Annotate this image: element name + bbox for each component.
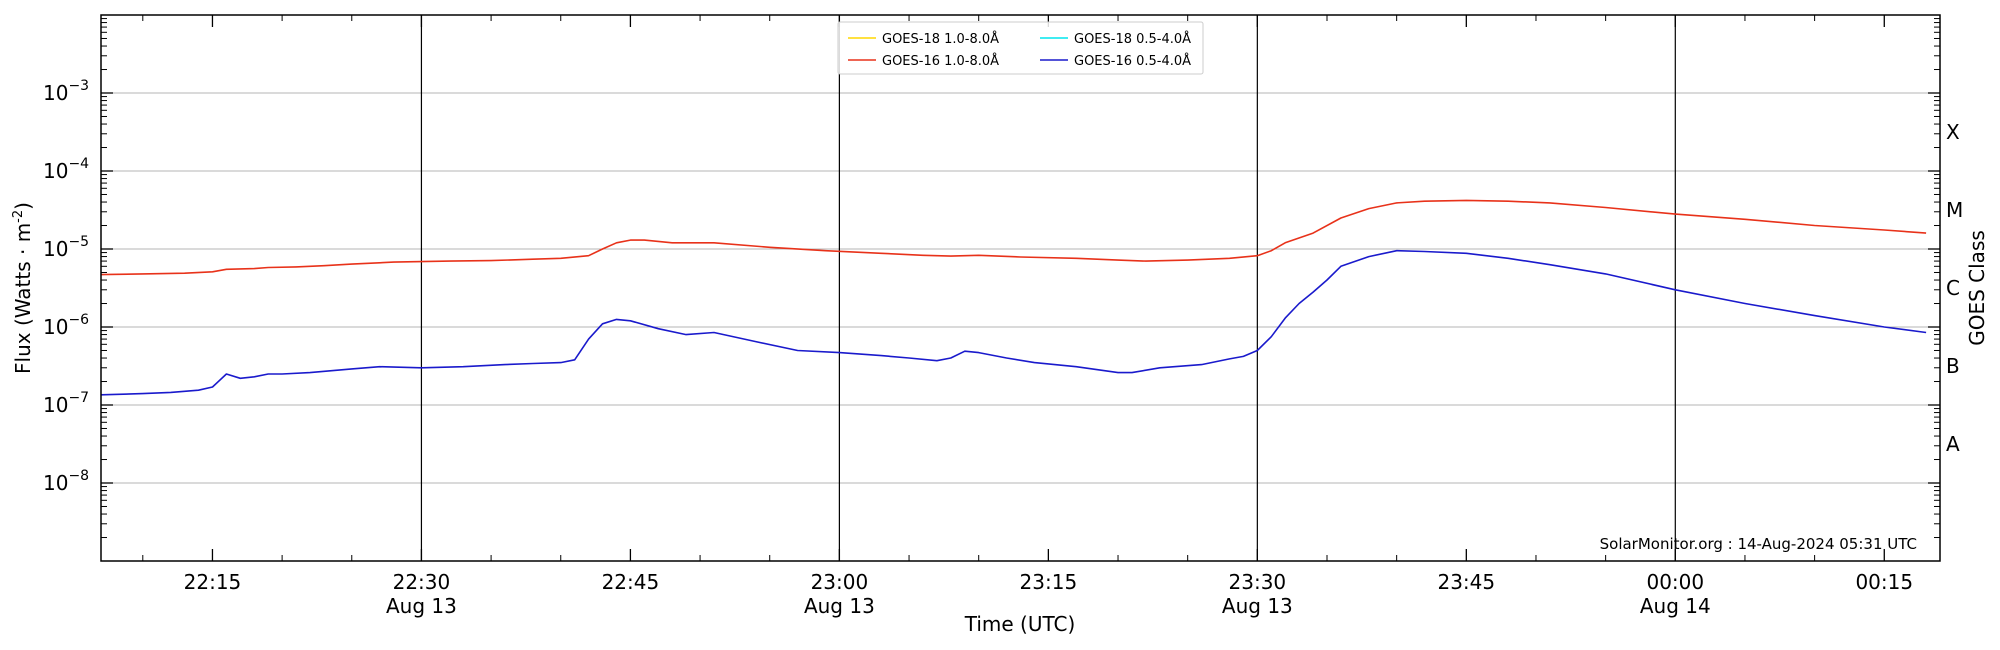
x-tick-date: Aug 13: [386, 594, 457, 618]
legend: GOES-18 1.0-8.0Å GOES-16 1.0-8.0Å GOES-18 …: [837, 21, 1204, 75]
legend-entry-3: GOES-16 0.5-4.0Å: [1074, 53, 1191, 69]
goes-class-label: GOES Class: [1965, 230, 1989, 346]
x-tick-date: Aug 14: [1640, 594, 1711, 618]
grid-lines: [101, 92, 1940, 484]
goes-class-a: A: [1946, 432, 1960, 456]
goes-class-x: X: [1946, 120, 1960, 144]
goes-class-b: B: [1946, 354, 1960, 378]
legend-entry-2: GOES-18 0.5-4.0Å: [1074, 31, 1191, 47]
goes-class-m: M: [1946, 198, 1963, 222]
x-axis-label: Time (UTC): [964, 612, 1076, 636]
series-lines: [100, 199, 1927, 396]
goes-class-c: C: [1946, 276, 1960, 300]
legend-box: [837, 21, 1204, 75]
y-tick-label: 10−6: [43, 312, 89, 339]
x-tick-label: 23:30: [1229, 570, 1287, 594]
x-tick-label: 00:15: [1855, 570, 1913, 594]
y-tick-label: 10−7: [43, 390, 89, 417]
y-tick-label: 10−8: [43, 468, 89, 495]
y-axis-label: Flux (Watts · m-2): [11, 202, 35, 374]
day-markers: [420, 15, 1676, 561]
plot-frame: [100, 14, 1941, 562]
y-tick-label: 10−4: [43, 156, 89, 183]
x-tick-label: 00:00: [1646, 570, 1704, 594]
credit-text: SolarMonitor.org : 14-Aug-2024 05:31 UTC: [1600, 535, 1917, 553]
series-line-1: [100, 199, 1927, 276]
legend-entry-0: GOES-18 1.0-8.0Å: [882, 31, 999, 47]
y-tick-label: 10−3: [43, 78, 89, 105]
y-tick-label: 10−5: [43, 234, 89, 261]
x-tick-label: 22:15: [184, 570, 242, 594]
x-tick-date: Aug 13: [804, 594, 875, 618]
x-tick-label: 23:45: [1437, 570, 1495, 594]
x-tick-label: 22:45: [602, 570, 660, 594]
legend-entry-1: GOES-16 1.0-8.0Å: [882, 53, 999, 69]
x-tick-label: 23:00: [811, 570, 869, 594]
x-tick-date: Aug 13: [1222, 594, 1293, 618]
x-tick-label: 22:30: [393, 570, 451, 594]
x-tick-label: 23:15: [1020, 570, 1078, 594]
series-line-3: [100, 249, 1927, 396]
